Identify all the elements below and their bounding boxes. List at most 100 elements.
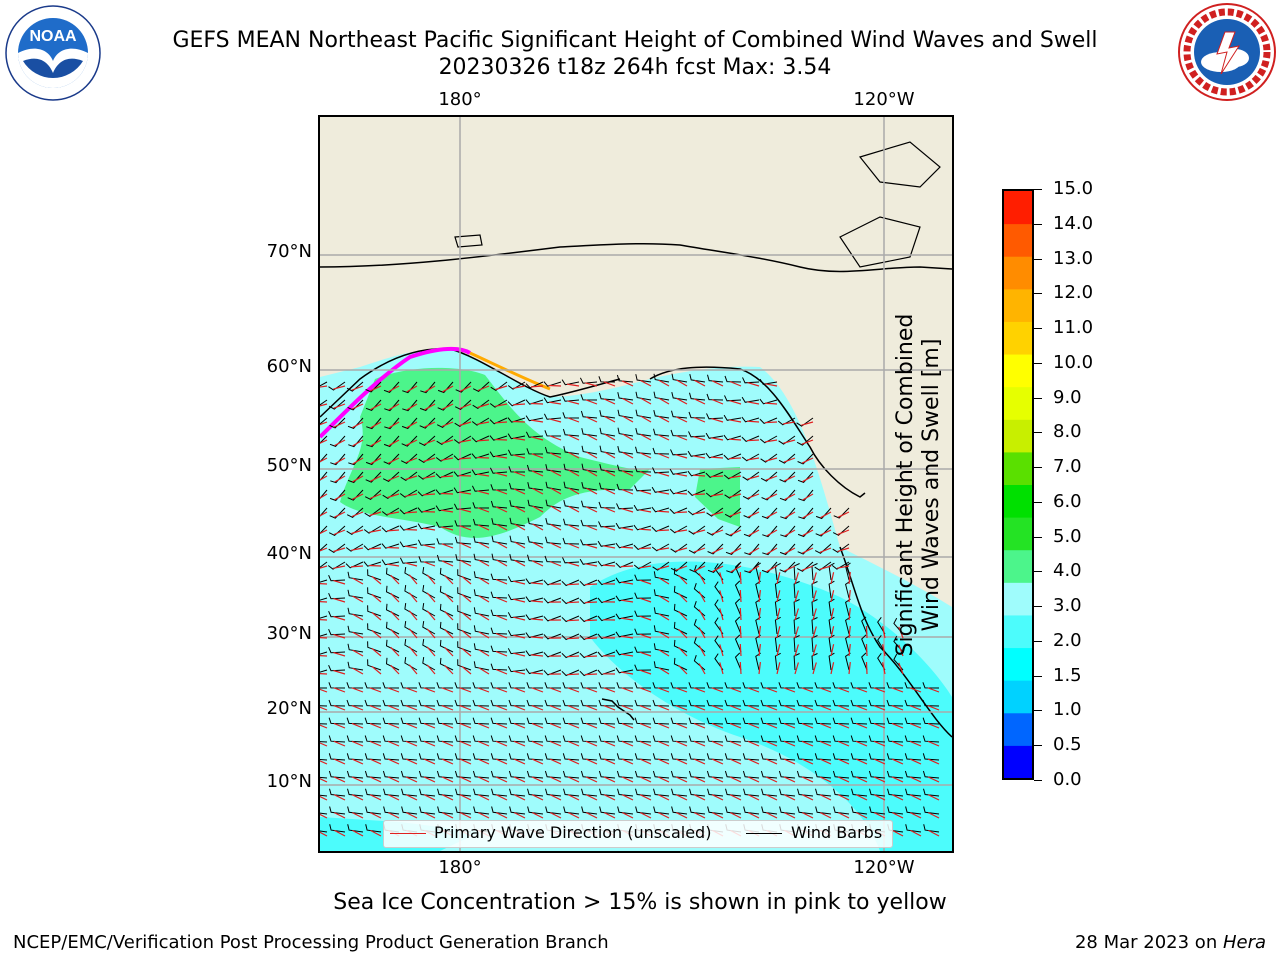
wave-arrow bbox=[639, 597, 652, 603]
wave-arrow bbox=[441, 722, 454, 729]
wind-barb bbox=[526, 753, 544, 761]
wind-barb bbox=[653, 373, 670, 383]
wind-barb bbox=[385, 657, 400, 671]
wind-barb bbox=[346, 507, 364, 518]
wave-arrow bbox=[739, 643, 742, 657]
wave-arrow bbox=[585, 705, 598, 711]
wave-arrow bbox=[604, 469, 616, 477]
wave-arrow bbox=[698, 609, 706, 621]
wave-arrow bbox=[444, 574, 454, 585]
wave-arrow bbox=[783, 457, 796, 463]
wind-barb bbox=[688, 699, 706, 707]
wind-barb bbox=[706, 717, 724, 725]
wind-barb bbox=[381, 507, 400, 516]
wind-barb bbox=[734, 616, 742, 635]
wave-arrow bbox=[639, 651, 652, 657]
wave-arrow bbox=[566, 637, 580, 640]
wave-arrow bbox=[765, 705, 778, 711]
wind-barb bbox=[670, 770, 688, 779]
wave-height-map bbox=[318, 115, 954, 853]
wave-arrow bbox=[698, 591, 706, 603]
wave-arrow bbox=[698, 627, 706, 639]
wind-barb bbox=[320, 381, 328, 387]
wave-arrow bbox=[352, 577, 364, 585]
wave-arrow bbox=[898, 626, 904, 639]
wind-barb bbox=[850, 735, 868, 743]
wave-arrow bbox=[513, 488, 526, 495]
wind-barb bbox=[815, 806, 832, 815]
colorbar-swatch bbox=[1004, 484, 1032, 518]
wave-arrow bbox=[371, 593, 382, 603]
wind-barb bbox=[490, 663, 508, 671]
wave-arrow bbox=[675, 758, 688, 765]
colorbar-label-line2: Wind Waves and Swell [m] bbox=[919, 338, 944, 632]
wind-barb bbox=[798, 507, 814, 520]
wind-barb bbox=[404, 639, 418, 653]
wind-barb bbox=[382, 753, 400, 761]
wave-arrow bbox=[830, 626, 835, 639]
wind-barb bbox=[597, 669, 616, 676]
wave-arrow bbox=[333, 403, 346, 409]
wind-barb bbox=[400, 770, 418, 779]
wave-arrow bbox=[658, 397, 670, 405]
wind-barb bbox=[634, 574, 652, 581]
wind-barb bbox=[345, 561, 364, 569]
wind-barb bbox=[779, 471, 796, 483]
wave-arrow bbox=[783, 565, 796, 572]
wind-barb bbox=[439, 657, 454, 671]
wind-barb bbox=[886, 717, 904, 725]
wind-barb bbox=[780, 525, 796, 538]
wind-barb bbox=[652, 770, 670, 779]
wind-barb bbox=[742, 377, 760, 384]
wave-arrow bbox=[719, 626, 724, 639]
lat-label-10n: 10°N bbox=[266, 771, 312, 792]
wave-arrow bbox=[739, 589, 742, 603]
wave-arrow bbox=[739, 571, 742, 585]
wind-barb bbox=[543, 579, 562, 586]
wave-arrow bbox=[873, 758, 886, 765]
wind-barb bbox=[561, 579, 580, 587]
wave-arrow bbox=[371, 665, 382, 675]
bottom-lon-label-180: 180° bbox=[438, 857, 482, 878]
wave-arrow bbox=[728, 438, 742, 441]
wind-barb bbox=[653, 643, 670, 653]
wind-barb bbox=[328, 525, 346, 536]
wind-barb bbox=[561, 615, 580, 623]
wind-barb bbox=[507, 381, 526, 390]
wind-barb bbox=[579, 558, 598, 565]
wind-barb bbox=[725, 788, 742, 797]
colorbar-tick-label: 1.0 bbox=[1053, 699, 1082, 721]
wind-barb bbox=[904, 735, 922, 743]
wave-arrow bbox=[320, 439, 328, 444]
wave-arrow bbox=[441, 705, 454, 711]
wave-arrow bbox=[693, 776, 706, 783]
wave-arrow bbox=[892, 812, 904, 819]
wind-barb bbox=[705, 432, 724, 439]
wind-barb bbox=[861, 616, 868, 635]
wave-arrow bbox=[873, 740, 886, 747]
wind-barb bbox=[669, 507, 688, 514]
wave-arrow bbox=[333, 651, 346, 657]
wave-arrow bbox=[549, 452, 562, 459]
wind-barb bbox=[579, 579, 598, 587]
wind-barb bbox=[634, 753, 652, 761]
wave-arrow bbox=[748, 812, 760, 819]
wind-barb bbox=[689, 373, 706, 383]
wave-arrow bbox=[830, 572, 835, 585]
wind-barb bbox=[320, 741, 328, 743]
wave-arrow bbox=[711, 493, 724, 497]
wind-barb bbox=[615, 522, 634, 529]
wave-arrow bbox=[747, 705, 760, 711]
wind-barb bbox=[563, 463, 580, 473]
wind-barb bbox=[457, 659, 472, 671]
wave-arrow bbox=[441, 560, 454, 567]
wave-arrow bbox=[512, 403, 526, 406]
wind-barb bbox=[455, 806, 472, 815]
wind-barb bbox=[868, 753, 886, 761]
wave-arrow bbox=[568, 487, 580, 495]
wind-barb bbox=[877, 617, 886, 635]
wind-barb bbox=[382, 471, 400, 482]
wind-barb bbox=[417, 507, 436, 513]
wind-barb bbox=[598, 717, 616, 725]
wind-barb bbox=[670, 561, 688, 572]
